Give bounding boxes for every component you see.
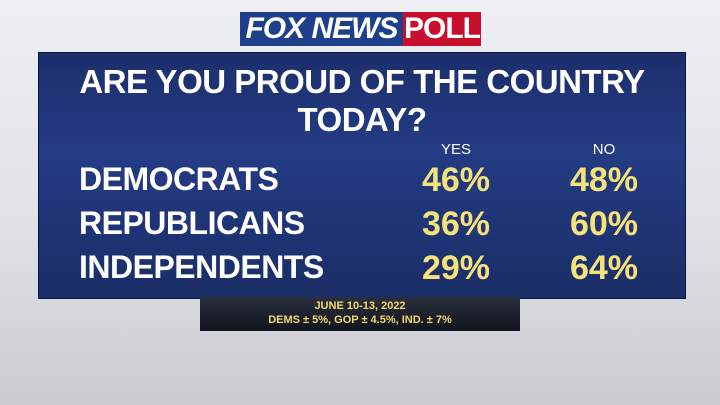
percentage: 64% [569,249,639,287]
footer: JUNE 10-13, 2022 DEMS ± 5%, GOP ± 4.5%, … [200,297,520,331]
percentage: 60% [569,205,639,243]
column-header: YES [440,141,471,158]
logo-suffix: POLL [403,12,481,46]
percentage: 48% [569,161,639,199]
footer-margins: DEMS ± 5%, GOP ± 4.5%, IND. ± 7% [268,314,452,326]
row-label: INDEPENDENTS [79,249,324,285]
column-header: NO [592,141,616,158]
percentage: 29% [421,249,491,287]
row-label: REPUBLICANS [79,205,305,241]
footer-dates: JUNE 10-13, 2022 [314,300,406,312]
row-label: DEMOCRATS [79,161,279,197]
percentage: 36% [421,205,491,243]
logo: FOX NEWS [240,12,403,46]
title: ARE YOU PROUD OF THE COUNTRY TODAY? [79,63,645,138]
percentage: 46% [421,161,491,199]
poll-panel: ARE YOU PROUD OF THE COUNTRY TODAY? YES N… [38,52,686,299]
